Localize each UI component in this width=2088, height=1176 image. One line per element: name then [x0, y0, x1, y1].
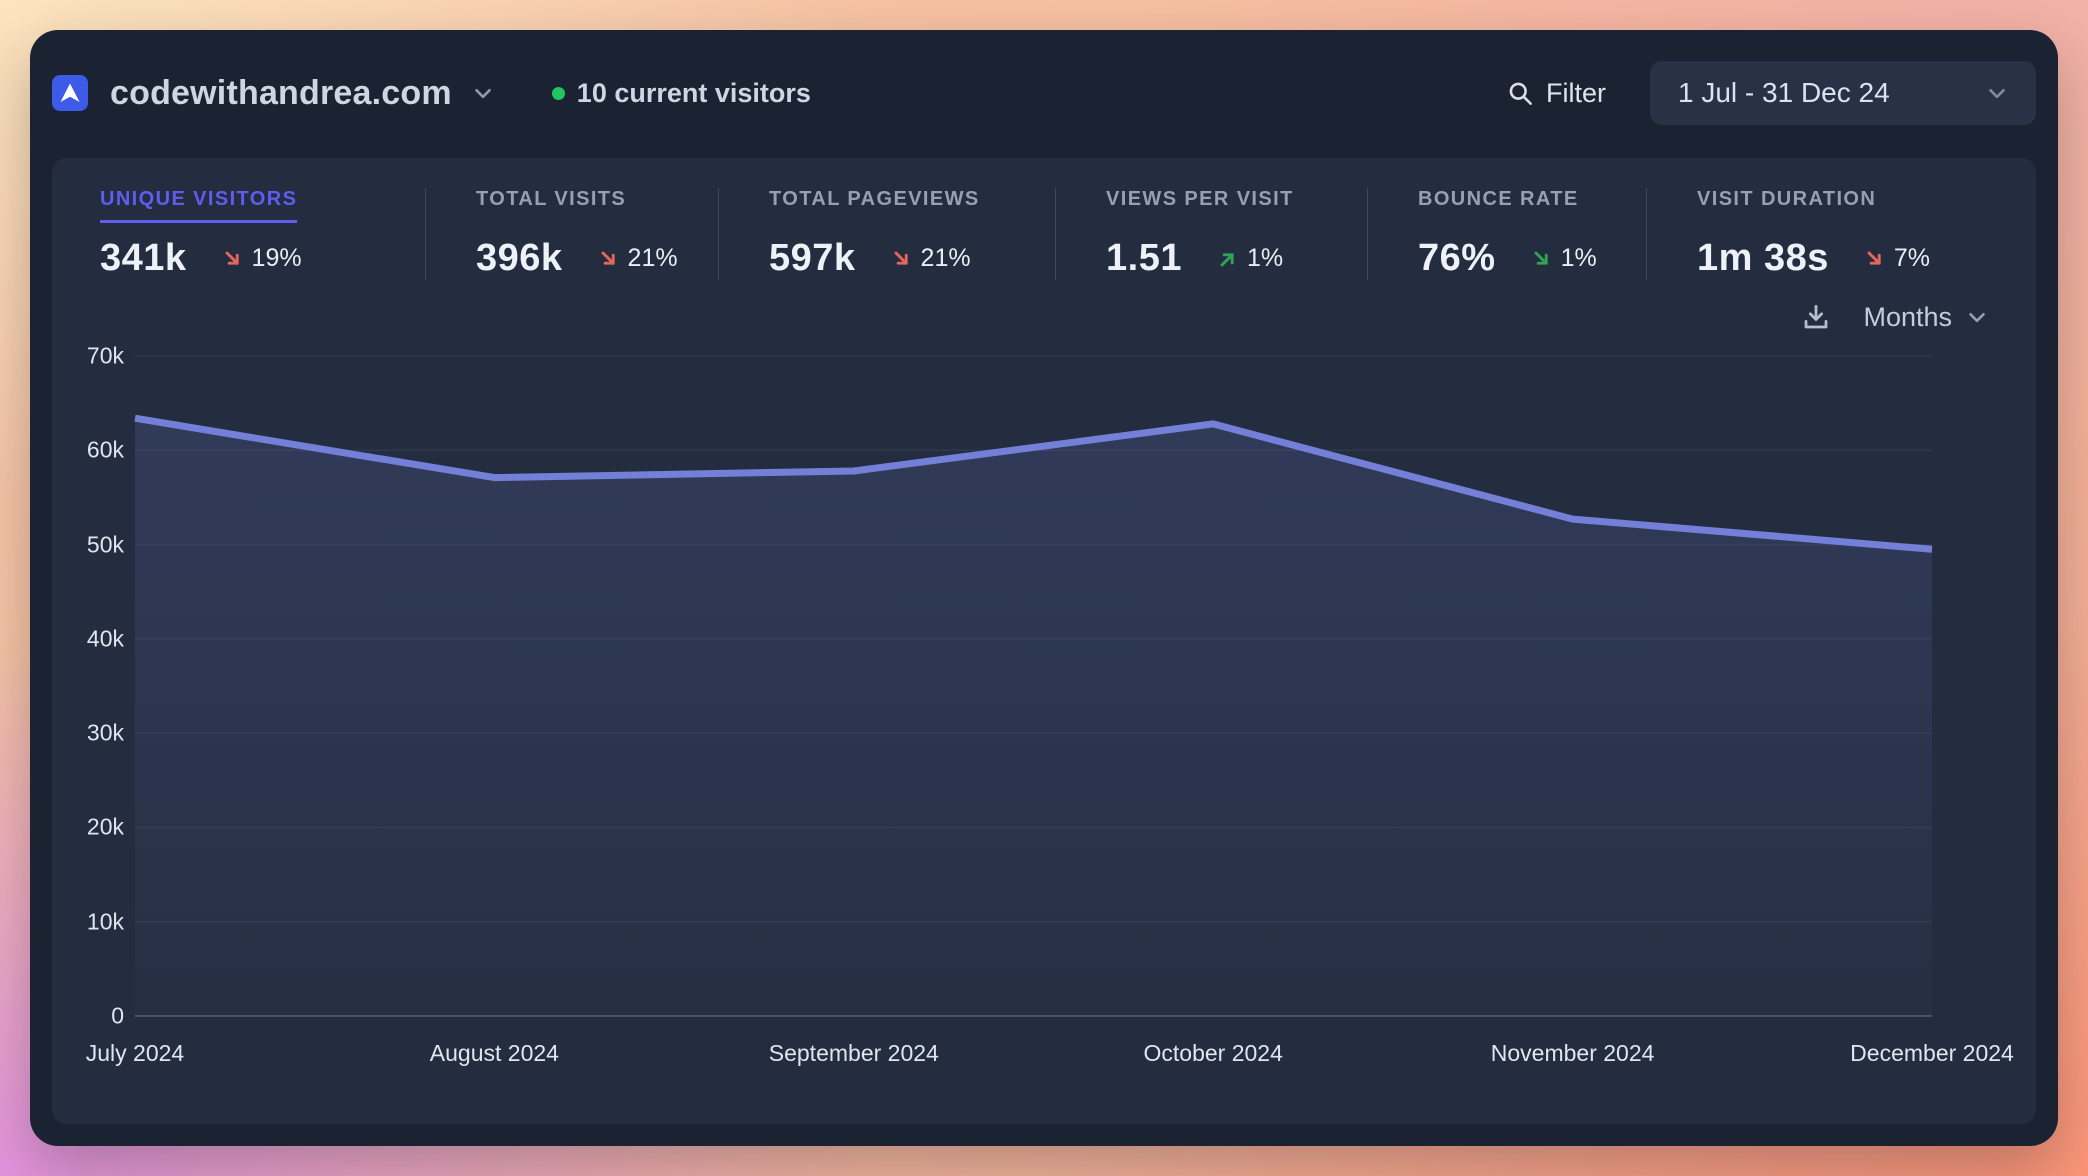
y-axis-label: 30k	[86, 719, 124, 746]
chevron-down-icon	[1969, 312, 1985, 323]
stat-row: 597k 21%	[769, 237, 1055, 280]
stat-change: 7%	[1863, 244, 1930, 273]
trend-arrow-icon	[1534, 251, 1548, 265]
trend-arrow-icon	[225, 251, 239, 265]
current-visitors-label: 10 current visitors	[576, 77, 811, 108]
stat-block[interactable]: VISIT DURATION 1m 38s 7%	[1646, 188, 1930, 280]
live-dot-icon	[551, 86, 565, 100]
chart-area	[135, 418, 1932, 1016]
header: codewithandrea.com 10 current visitors F…	[52, 60, 2036, 126]
analytics-card: codewithandrea.com 10 current visitors F…	[30, 30, 2058, 1146]
trend-arrow-icon	[1867, 251, 1881, 265]
x-axis-label: September 2024	[768, 1040, 939, 1066]
stat-change: 21%	[597, 244, 678, 273]
trend-arrow-icon	[1220, 252, 1234, 266]
stat-change: 19%	[221, 244, 302, 273]
current-visitors[interactable]: 10 current visitors	[551, 77, 811, 109]
arrow-up-cursor-icon	[60, 83, 80, 102]
stat-change-value: 7%	[1893, 244, 1931, 272]
y-axis-label: 60k	[86, 436, 124, 463]
x-axis-label: August 2024	[429, 1040, 559, 1066]
site-group: codewithandrea.com 10 current visitors	[52, 74, 811, 113]
stat-value: 1m 38s	[1697, 237, 1829, 279]
site-logo	[52, 75, 88, 111]
stat-label: TOTAL VISITS	[476, 188, 627, 210]
stat-change-value: 21%	[920, 244, 971, 272]
stat-change: 1%	[1530, 244, 1597, 273]
interval-dropdown[interactable]: Months	[1863, 302, 1990, 333]
x-axis-label: October 2024	[1143, 1040, 1283, 1066]
stat-block[interactable]: BOUNCE RATE 76% 1%	[1367, 188, 1646, 280]
stats-row: UNIQUE VISITORS 341k 19% TOTAL VISITS 39…	[52, 188, 2036, 280]
trend-arrow-icon	[601, 251, 615, 265]
stat-value: 341k	[100, 237, 187, 279]
filter-label: Filter	[1546, 77, 1606, 108]
stat-row: 341k 19%	[100, 237, 425, 280]
stat-row: 76% 1%	[1418, 237, 1646, 280]
stat-change-value: 1%	[1246, 244, 1284, 272]
filter-button[interactable]: Filter	[1507, 78, 1606, 109]
date-range-picker[interactable]: 1 Jul - 31 Dec 24	[1650, 61, 2036, 125]
stat-change: 21%	[890, 244, 971, 273]
chart-line[interactable]	[134, 414, 1933, 553]
y-axis-label: 40k	[86, 625, 124, 652]
stat-row: 1.51 1%	[1106, 237, 1367, 280]
stat-value: 396k	[476, 237, 563, 279]
dashboard-panel: UNIQUE VISITORS 341k 19% TOTAL VISITS 39…	[52, 158, 2036, 1124]
search-icon	[1509, 82, 1532, 105]
stat-value: 1.51	[1106, 237, 1182, 279]
stat-change: 1%	[1216, 244, 1283, 273]
stat-label: UNIQUE VISITORS	[100, 188, 298, 223]
stat-label: TOTAL PAGEVIEWS	[769, 188, 980, 210]
site-name[interactable]: codewithandrea.com	[110, 73, 452, 112]
y-axis-label: 20k	[86, 813, 124, 840]
stat-block[interactable]: TOTAL VISITS 396k 21%	[425, 188, 718, 280]
y-axis-label: 70k	[86, 342, 124, 369]
trend-arrow-icon	[894, 251, 908, 265]
date-range-value: 1 Jul - 31 Dec 24	[1678, 77, 1890, 108]
x-axis-label: July 2024	[85, 1040, 185, 1066]
stat-label: VIEWS PER VISIT	[1106, 188, 1294, 210]
chart-controls: Months	[52, 294, 1990, 340]
stat-row: 396k 21%	[476, 237, 718, 280]
site-switcher-chevron-icon[interactable]	[470, 80, 496, 106]
stat-change-value: 19%	[251, 244, 302, 272]
stat-change-value: 21%	[627, 244, 678, 272]
stat-row: 1m 38s 7%	[1697, 237, 1930, 280]
stat-block[interactable]: TOTAL PAGEVIEWS 597k 21%	[718, 188, 1055, 280]
stat-block[interactable]: VIEWS PER VISIT 1.51 1%	[1055, 188, 1367, 280]
stat-label: BOUNCE RATE	[1418, 188, 1579, 210]
visitors-chart: 70k 60k 50k 40k 30k 20k 10k 0 July 2024 August 20…	[52, 340, 2036, 1124]
x-axis-label: November 2024	[1490, 1040, 1655, 1066]
chevron-down-icon	[1989, 88, 2005, 99]
stat-value: 76%	[1418, 237, 1496, 279]
stat-label: VISIT DURATION	[1697, 188, 1877, 210]
stat-value: 597k	[769, 237, 856, 279]
y-axis-label: 50k	[86, 531, 124, 558]
stat-block[interactable]: UNIQUE VISITORS 341k 19%	[100, 188, 425, 280]
header-right: Filter 1 Jul - 31 Dec 24	[1507, 61, 2036, 125]
interval-label: Months	[1863, 301, 1952, 332]
download-icon[interactable]	[1801, 302, 1831, 332]
y-axis-label: 0	[111, 1002, 124, 1029]
stat-change-value: 1%	[1560, 244, 1597, 272]
y-axis-label: 10k	[86, 908, 124, 935]
chart-plot-area[interactable]	[134, 355, 1933, 1017]
x-axis-label: December 2024	[1850, 1040, 2014, 1066]
